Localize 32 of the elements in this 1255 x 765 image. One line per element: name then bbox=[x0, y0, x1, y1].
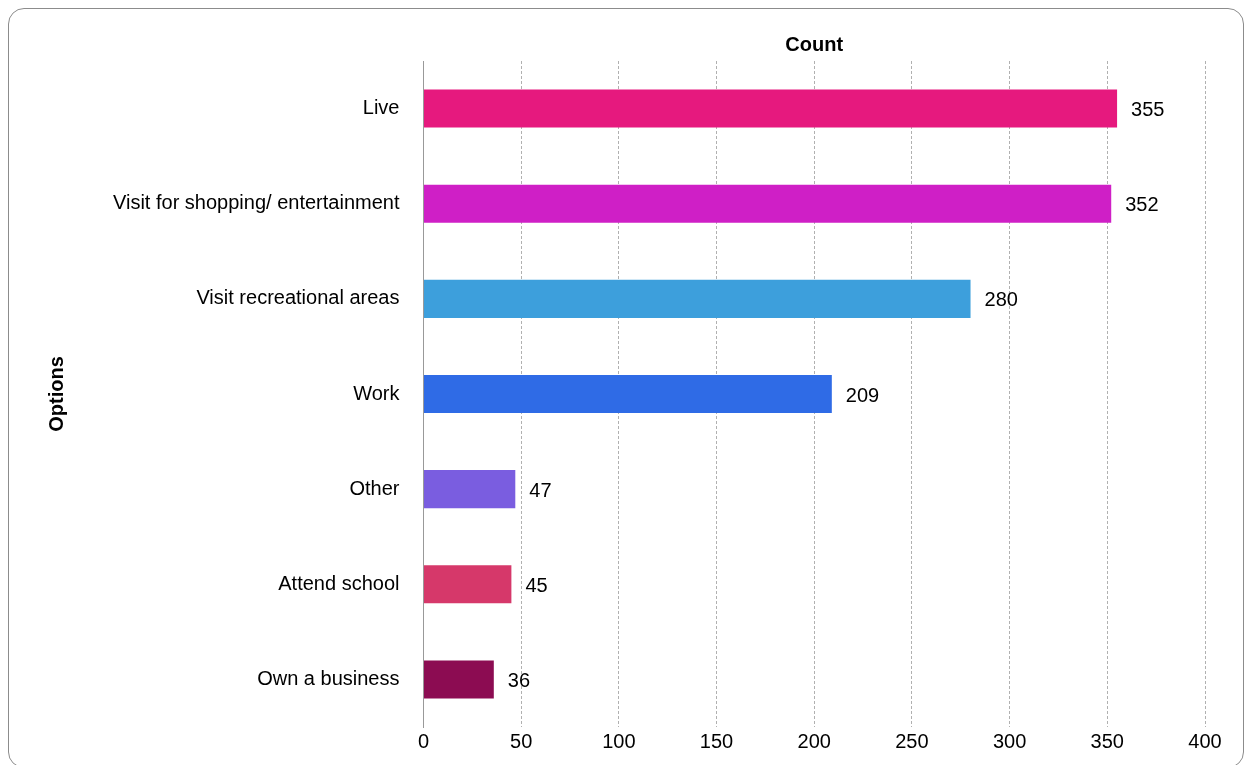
bar bbox=[423, 184, 1112, 223]
x-tick-label: 350 bbox=[1090, 729, 1124, 752]
bar bbox=[423, 374, 832, 414]
data-label: 45 bbox=[525, 573, 548, 596]
x-tick-label: 250 bbox=[895, 729, 929, 752]
chart-title: Count bbox=[785, 32, 844, 55]
y-tick-label: Work bbox=[353, 381, 401, 404]
x-tick-label: 0 bbox=[417, 729, 430, 752]
data-label: 47 bbox=[529, 478, 552, 501]
y-tick-label: Visit for shopping/ entertainment bbox=[113, 191, 400, 214]
x-tick-label: 50 bbox=[510, 729, 533, 752]
data-label: 280 bbox=[984, 288, 1018, 311]
data-label: 355 bbox=[1131, 98, 1165, 121]
data-label: 36 bbox=[507, 668, 531, 691]
bar bbox=[423, 89, 1118, 128]
data-label: 352 bbox=[1125, 193, 1159, 216]
x-tick-label: 100 bbox=[602, 729, 636, 752]
y-tick-label: Attend school bbox=[278, 571, 400, 594]
bar bbox=[423, 660, 494, 699]
x-tick-label: 300 bbox=[992, 729, 1027, 752]
y-tick-label: Own a business bbox=[257, 666, 400, 689]
x-tick-label: 200 bbox=[797, 729, 831, 752]
x-tick-label: 400 bbox=[1188, 729, 1222, 752]
bar bbox=[423, 565, 512, 604]
y-tick-label: Live bbox=[362, 96, 400, 119]
bar bbox=[423, 279, 971, 318]
x-tick-label: 150 bbox=[699, 729, 734, 752]
y-axis-title: Options bbox=[44, 356, 67, 432]
data-label: 209 bbox=[845, 383, 880, 406]
bar bbox=[423, 470, 516, 509]
y-tick-label: Other bbox=[349, 476, 400, 499]
y-tick-label: Visit recreational areas bbox=[196, 286, 400, 309]
